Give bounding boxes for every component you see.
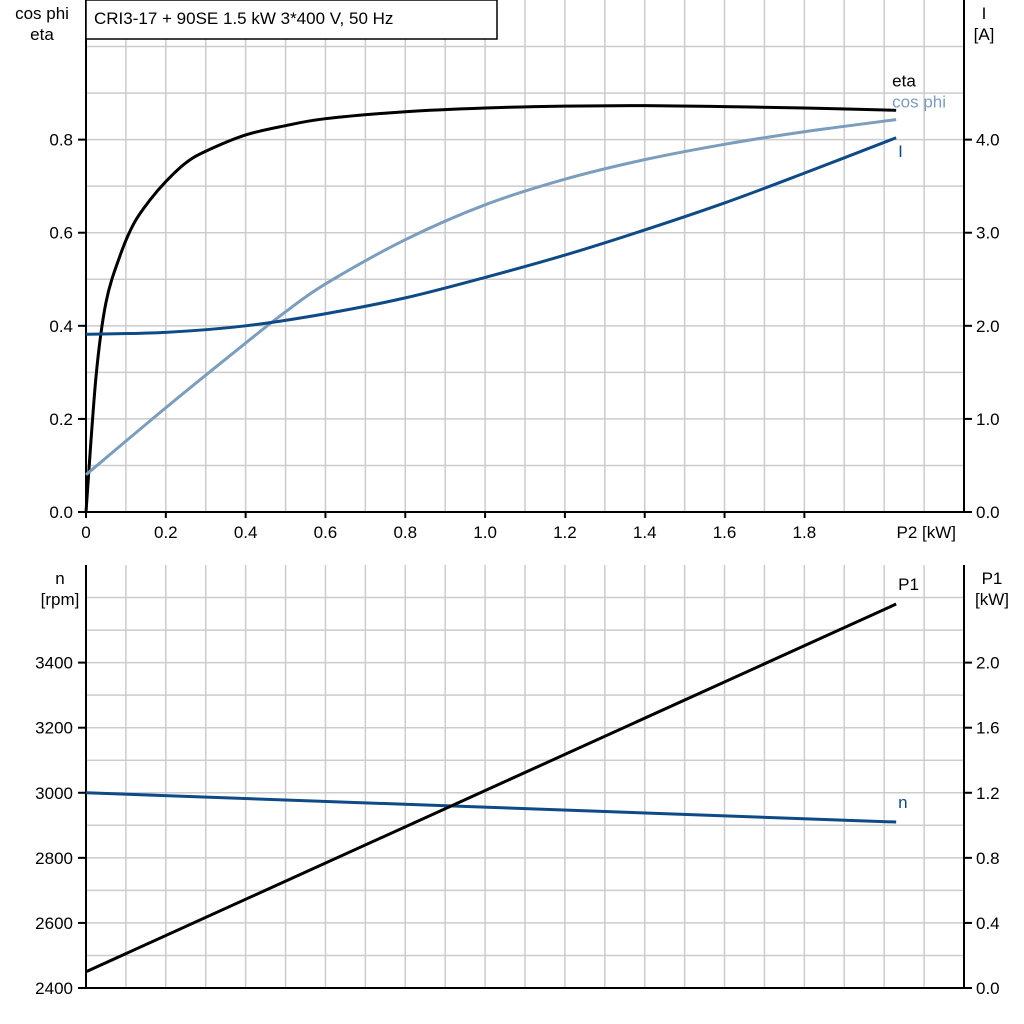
left-tick-label: 3200 (35, 719, 73, 738)
left-tick-label: 2800 (35, 849, 73, 868)
right-axis-label: I (982, 4, 987, 23)
x-tick-label: 1.2 (553, 523, 577, 542)
x-axis-label: P2 [kW] (896, 523, 956, 542)
x-tick-label: 0.8 (393, 523, 417, 542)
right-axis-label: [kW] (975, 590, 1009, 609)
left-tick-label: 2400 (35, 979, 73, 998)
chart-panel-1: 0.0 0.2 0.4 0.6 0.8 0.0 1.0 2.0 3.0 4.0 0 0.2 0.4 0.6… (15, 0, 1000, 542)
x-tick-label: 1.8 (793, 523, 817, 542)
right-axis-label: P1 (982, 569, 1003, 588)
series-label-eta: eta (892, 71, 916, 90)
series-label-i: I (898, 142, 903, 161)
x-tick-label: 1.0 (473, 523, 497, 542)
right-tick-label: 0.0 (976, 503, 1000, 522)
series-line-n (85, 791, 897, 824)
left-tick-label: 0.8 (49, 131, 73, 150)
x-tick-label: 0.2 (154, 523, 178, 542)
x-tick-label: 0 (81, 523, 90, 542)
left-tick-label: 3000 (35, 784, 73, 803)
left-tick-label: 0.0 (49, 503, 73, 522)
series-label-p1: P1 (898, 575, 919, 594)
left-tick-label: 2600 (35, 914, 73, 933)
left-axis-label: [rpm] (41, 590, 80, 609)
right-tick-label: 2.0 (976, 317, 1000, 336)
right-tick-label: 1.6 (976, 719, 1000, 738)
series-line-p1 (85, 602, 897, 974)
series-label-cos-phi: cos phi (892, 93, 946, 112)
series-line-cos-phi (85, 118, 897, 476)
right-tick-label: 4.0 (976, 131, 1000, 150)
chart-panel-2: 2400 2600 2800 3000 3200 3400 0.0 0.4 0.8 1.2 1.6 2… (35, 565, 1009, 998)
x-tick-label: 1.4 (633, 523, 657, 542)
right-tick-label: 0.4 (976, 914, 1000, 933)
series-label-n: n (898, 793, 907, 812)
left-axis-label: cos phi (15, 4, 69, 23)
left-axis-label: eta (30, 25, 54, 44)
right-tick-label: 1.2 (976, 784, 1000, 803)
left-tick-label: 0.2 (49, 410, 73, 429)
left-tick-label: 0.6 (49, 224, 73, 243)
left-axis-label: n (55, 569, 64, 588)
right-tick-label: 2.0 (976, 654, 1000, 673)
left-tick-label: 3400 (35, 654, 73, 673)
right-axis-label: [A] (974, 25, 995, 44)
x-tick-label: 0.6 (314, 523, 338, 542)
left-tick-label: 0.4 (49, 317, 73, 336)
right-tick-label: 1.0 (976, 410, 1000, 429)
right-tick-label: 3.0 (976, 224, 1000, 243)
x-tick-label: 0.4 (234, 523, 258, 542)
chart-title: CRI3-17 + 90SE 1.5 kW 3*400 V, 50 Hz (94, 9, 393, 28)
series-line-eta (84, 104, 897, 513)
title-box (85, 0, 498, 40)
series-line-i (85, 136, 897, 336)
right-tick-label: 0.8 (976, 849, 1000, 868)
right-tick-label: 0.0 (976, 979, 1000, 998)
x-tick-label: 1.6 (713, 523, 737, 542)
